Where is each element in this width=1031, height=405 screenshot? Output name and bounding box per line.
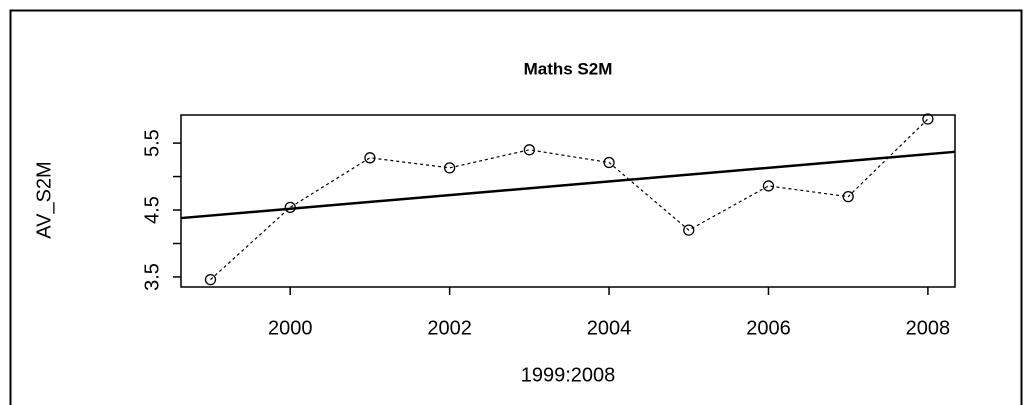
data-point (842, 190, 854, 203)
data-line (210, 118, 929, 281)
plot-box (180, 114, 956, 288)
x-tick-label: 2000 (268, 317, 313, 339)
data-point (603, 156, 615, 169)
x-tick-label: 2004 (587, 317, 632, 339)
data-point (204, 273, 217, 286)
data-point (762, 180, 775, 192)
chart-title: Maths S2M (524, 59, 613, 78)
data-point (523, 144, 535, 156)
data-point (364, 152, 376, 164)
y-axis-label: AV_S2M (33, 161, 55, 238)
trend-line (180, 150, 956, 220)
x-tick-label: 2006 (746, 317, 791, 339)
data-point (922, 113, 934, 125)
data-point (683, 224, 695, 236)
data-point (443, 162, 456, 174)
y-tick-label: 4.5 (141, 196, 163, 224)
y-tick-label: 5.5 (141, 129, 163, 157)
x-axis-label: 1999:2008 (521, 364, 616, 386)
x-tick-label: 2008 (906, 317, 951, 339)
y-tick-label: 3.5 (141, 263, 163, 291)
frame (9, 9, 1023, 405)
x-tick-label: 2002 (427, 317, 472, 339)
